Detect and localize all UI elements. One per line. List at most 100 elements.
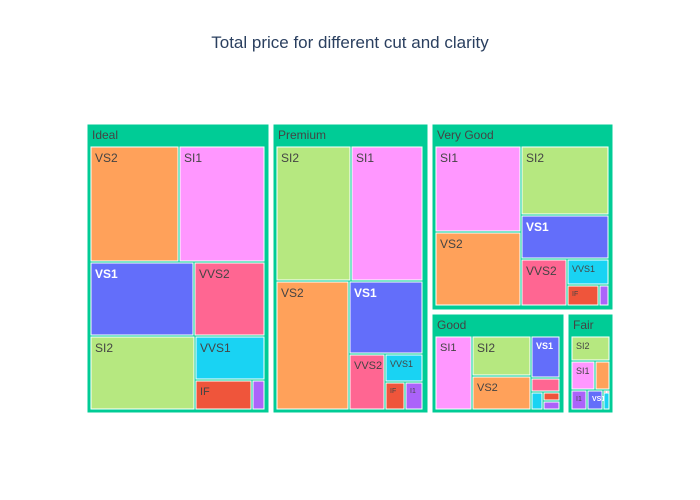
treemap-cell-rect[interactable] — [349, 281, 423, 354]
treemap-cell-rect[interactable] — [567, 259, 609, 285]
treemap-group-fair[interactable]: Fair SI2 SI1 I1 VS1 — [567, 313, 614, 414]
treemap-cell[interactable] — [603, 390, 607, 394]
treemap-cell-rect[interactable] — [435, 336, 472, 410]
treemap-cell[interactable] — [531, 392, 543, 410]
treemap-cell-rect[interactable] — [531, 392, 543, 410]
treemap-cell[interactable]: VVS2 — [521, 259, 567, 306]
treemap-cell-label: SI2 — [281, 151, 299, 165]
treemap-cell[interactable]: VVS2 — [194, 262, 265, 336]
treemap-cell[interactable]: SI1 — [435, 146, 521, 232]
treemap-cell-label: VS2 — [440, 237, 463, 251]
treemap-cell[interactable] — [599, 285, 609, 306]
treemap-group-good[interactable]: Good SI1 SI2 VS2 VS1 — [431, 313, 565, 414]
treemap-cell-rect[interactable] — [90, 146, 179, 262]
treemap-cell[interactable]: VVS1 — [567, 259, 609, 285]
treemap-cell[interactable]: VS2 — [435, 232, 521, 306]
treemap-cell-rect[interactable] — [531, 378, 560, 392]
treemap-cell-rect[interactable] — [521, 215, 609, 259]
treemap-cell-rect[interactable] — [385, 382, 405, 410]
treemap-cell[interactable]: VS1 — [90, 262, 194, 336]
chart-title: Total price for different cut and clarit… — [211, 33, 489, 52]
treemap-cell[interactable] — [543, 392, 560, 401]
treemap-cell[interactable]: VS1 — [531, 336, 560, 378]
treemap-cell-rect[interactable] — [587, 390, 603, 410]
treemap-cell[interactable]: VVS2 — [349, 354, 385, 410]
treemap-cell-rect[interactable] — [179, 146, 265, 262]
treemap-cell-label: I1 — [410, 388, 416, 395]
treemap-cell-rect[interactable] — [599, 285, 609, 306]
treemap-cell[interactable]: VS2 — [472, 376, 531, 410]
treemap-cell[interactable] — [603, 390, 610, 410]
treemap-cell-rect[interactable] — [349, 354, 385, 410]
treemap-cell-rect[interactable] — [531, 336, 560, 378]
treemap-cell-rect[interactable] — [606, 390, 610, 394]
treemap-cell[interactable]: VS1 — [587, 390, 605, 410]
treemap-cell[interactable]: SI2 — [472, 336, 531, 376]
treemap-cell[interactable]: I1 — [405, 382, 423, 410]
treemap-cell-rect[interactable] — [195, 380, 252, 410]
treemap-cell-label: VS1 — [95, 267, 118, 281]
treemap-cell[interactable]: IF — [195, 380, 252, 410]
treemap-cell[interactable] — [606, 390, 610, 394]
treemap-cell-rect[interactable] — [276, 281, 349, 410]
treemap-group-very-good[interactable]: Very Good SI1 SI2 VS2 VS1 VVS2 VVS1 IF — [431, 123, 614, 311]
treemap-cell[interactable] — [543, 401, 560, 410]
treemap-cell-rect[interactable] — [603, 390, 610, 410]
treemap-cell-rect[interactable] — [405, 382, 423, 410]
treemap-cell-rect[interactable] — [571, 361, 595, 390]
treemap-cell[interactable]: SI2 — [276, 146, 351, 281]
treemap-cell[interactable]: I1 — [571, 390, 587, 410]
treemap-cell-rect[interactable] — [252, 380, 265, 410]
treemap-cell-rect[interactable] — [603, 390, 607, 394]
treemap-cell-label: SI1 — [184, 151, 202, 165]
treemap-cell-rect[interactable] — [435, 232, 521, 306]
treemap-cell[interactable]: VS1 — [349, 281, 423, 354]
treemap-group-ideal[interactable]: Ideal VS2 SI1 VS1 VVS2 SI2 VVS1 IF — [86, 123, 270, 414]
treemap-cell-rect[interactable] — [435, 146, 521, 232]
treemap-cell[interactable]: SI1 — [179, 146, 265, 262]
treemap-cell[interactable]: VS2 — [276, 281, 349, 410]
treemap-cell-rect[interactable] — [571, 390, 587, 410]
treemap-cell-label: VVS1 — [390, 359, 413, 369]
treemap-cell-rect[interactable] — [90, 336, 195, 410]
treemap-cell[interactable]: IF — [385, 382, 405, 410]
treemap-cell[interactable]: SI1 — [351, 146, 423, 281]
treemap-cell[interactable] — [531, 378, 560, 392]
treemap-cell-rect[interactable] — [472, 376, 531, 410]
treemap-cell-label: VVS1 — [200, 341, 231, 355]
treemap-cell-rect[interactable] — [571, 336, 610, 361]
treemap-cell-label: IF — [390, 388, 396, 395]
treemap-cell-rect[interactable] — [543, 392, 560, 401]
treemap-cell-rect[interactable] — [521, 146, 609, 215]
treemap-cell[interactable]: SI2 — [521, 146, 609, 215]
treemap-cell[interactable]: VS1 — [521, 215, 609, 259]
treemap-cell-rect[interactable] — [595, 361, 610, 390]
treemap-cell[interactable]: SI1 — [435, 336, 472, 410]
treemap-group-premium[interactable]: Premium SI2 SI1 VS2 VS1 VVS2 VVS1 IF I1 — [272, 123, 429, 414]
treemap-cell[interactable]: VS2 — [90, 146, 179, 262]
treemap-cell-label: SI1 — [440, 342, 457, 354]
treemap-cell-rect[interactable] — [90, 262, 194, 336]
treemap-cell[interactable]: VVS1 — [385, 354, 423, 382]
treemap-cell-rect[interactable] — [195, 336, 265, 380]
treemap-cell[interactable] — [252, 380, 265, 410]
treemap-cell[interactable]: SI2 — [571, 336, 610, 361]
treemap-cell[interactable]: SI1 — [571, 361, 595, 390]
treemap-cell-rect[interactable] — [385, 354, 423, 382]
treemap-cell-rect[interactable] — [194, 262, 265, 336]
treemap-cell-label: VVS1 — [572, 264, 595, 274]
treemap-cell[interactable]: VVS1 — [195, 336, 265, 380]
treemap-cell-rect[interactable] — [351, 146, 423, 281]
treemap-cell-label: VS1 — [526, 220, 549, 234]
treemap-cell-rect[interactable] — [567, 285, 599, 306]
treemap-cell-rect[interactable] — [276, 146, 351, 281]
treemap-cell-rect[interactable] — [472, 336, 531, 376]
treemap-cell[interactable]: IF — [567, 285, 599, 306]
treemap-cell[interactable]: SI2 — [90, 336, 195, 410]
treemap-cell-label: SI1 — [356, 151, 374, 165]
treemap-cell-rect[interactable] — [521, 259, 567, 306]
treemap-cell-label: SI2 — [477, 341, 495, 355]
treemap-cell-rect[interactable] — [543, 401, 560, 410]
treemap-cell[interactable] — [595, 361, 610, 390]
